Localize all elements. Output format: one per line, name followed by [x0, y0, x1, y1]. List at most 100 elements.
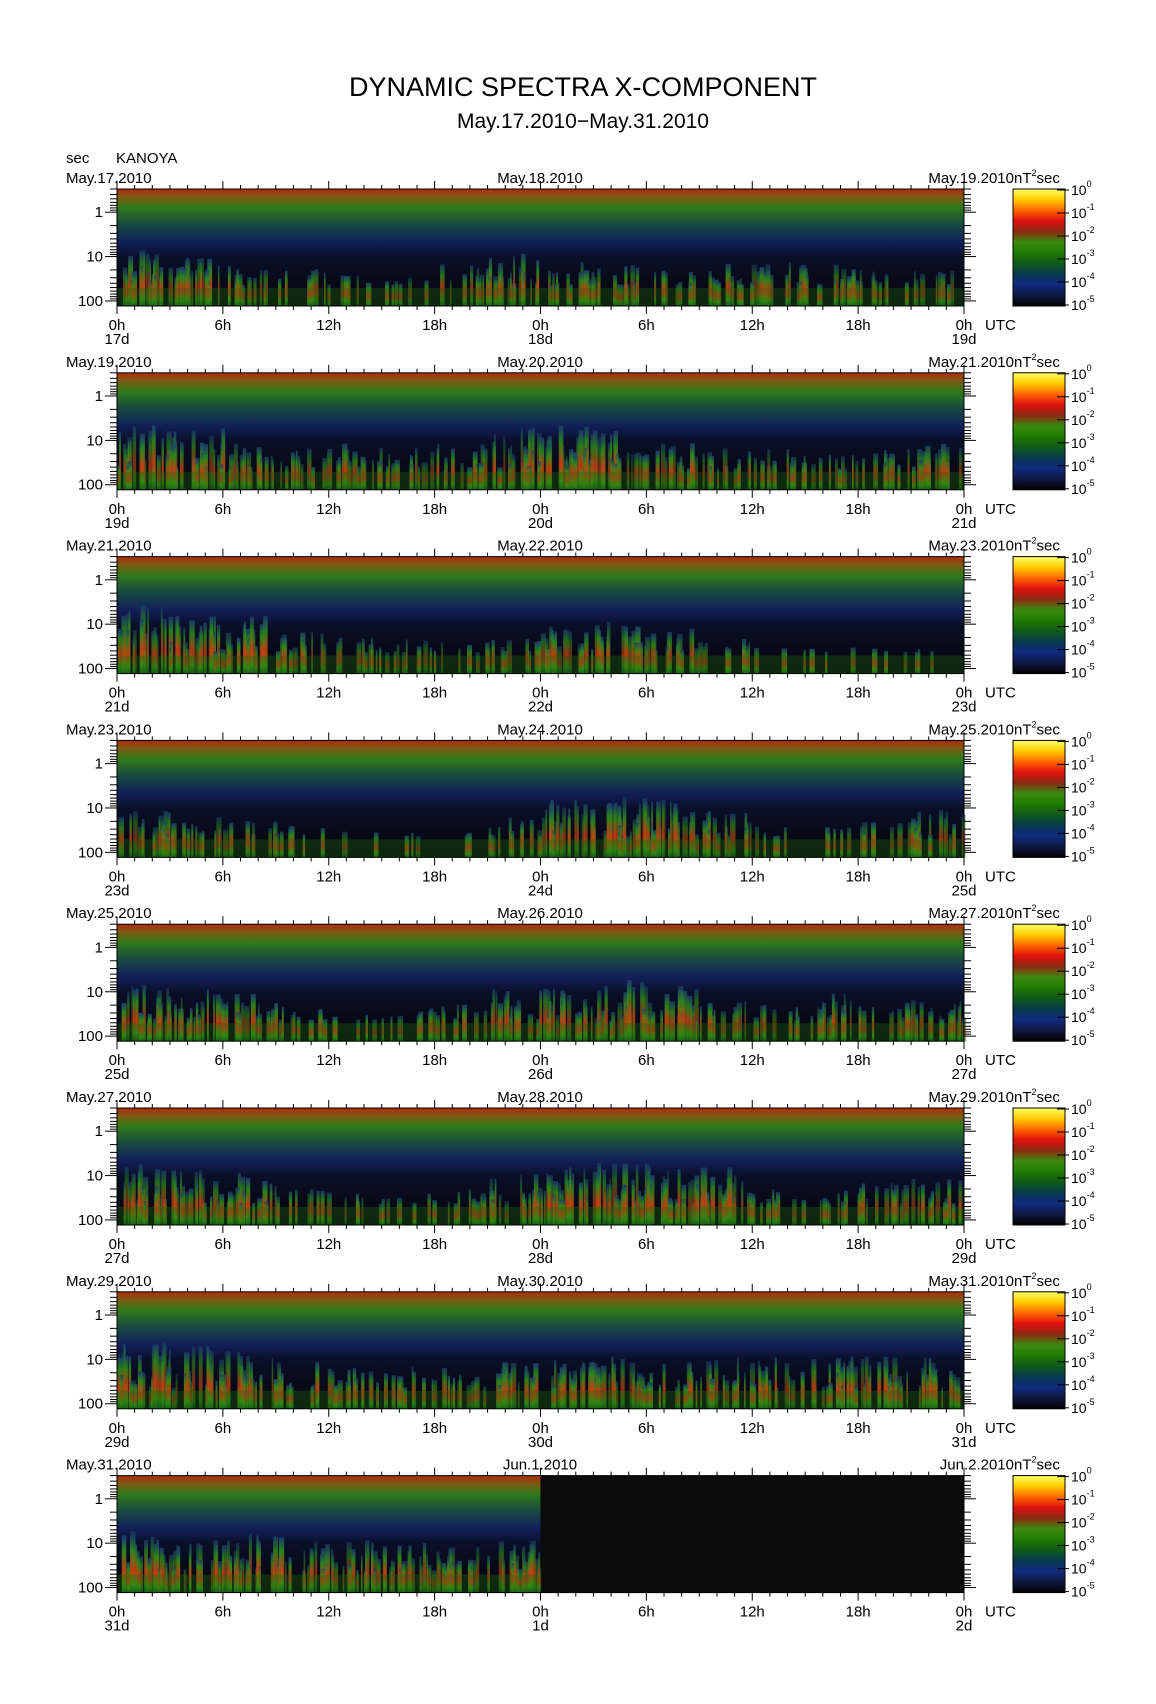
- x-tick-label: 12h: [740, 1420, 765, 1437]
- x-tick-label: 6h: [638, 1236, 655, 1253]
- x-tick-label: 0h: [956, 1236, 973, 1253]
- panel-7: May.29.2010 May.30.2010 May.31.2010 nT2sec 1…: [66, 1271, 1095, 1451]
- day-mid: 1d: [532, 1618, 549, 1635]
- colorbar-label: 10-2: [1071, 776, 1095, 795]
- x-tick-label: 0h: [532, 1420, 549, 1437]
- time-zone-label: UTC: [985, 868, 1016, 885]
- x-tick-label: 0h: [956, 868, 973, 885]
- x-tick-label: 12h: [316, 1420, 341, 1437]
- panel-3: May.21.2010 May.22.2010 May.23.2010 nT2sec 1…: [66, 536, 1095, 716]
- y-tick-label: 100: [78, 661, 103, 678]
- colorbar-label: 10-5: [1071, 1029, 1095, 1048]
- date-mid: May.18.2010: [497, 170, 583, 187]
- y-tick-label: 1: [95, 1491, 103, 1508]
- colorbar-label: 10-5: [1071, 478, 1095, 497]
- x-tick-label: 6h: [215, 1236, 232, 1253]
- colorbar-ticks: [1057, 373, 1069, 490]
- x-ticks: [116, 1283, 965, 1417]
- colorbar-label: 10-2: [1071, 1144, 1095, 1163]
- chart-subtitle: May.17.2010−May.31.2010: [457, 110, 709, 133]
- colorbar-label: 10-4: [1071, 455, 1095, 474]
- y-tick-label: 1: [95, 572, 103, 589]
- date-right: May.23.2010: [928, 538, 1014, 555]
- z-unit-label: nT2sec: [1014, 719, 1060, 738]
- day-mid: 20d: [528, 515, 553, 532]
- z-unit-label: nT2sec: [1014, 1455, 1060, 1474]
- day-left: 17d: [104, 331, 129, 348]
- colorbar: [1012, 188, 1066, 307]
- x-tick-label: 0h: [532, 317, 549, 334]
- x-ticks: [116, 1467, 965, 1601]
- long-period-band: [117, 1023, 964, 1042]
- day-mid: 22d: [528, 699, 553, 716]
- x-tick-label: 0h: [532, 868, 549, 885]
- time-zone-label: UTC: [985, 1604, 1016, 1621]
- y-tick-label: 100: [78, 844, 103, 861]
- activity-bursts: [118, 796, 966, 858]
- colorbar-label: 10-2: [1071, 960, 1095, 979]
- colorbar-label: 10-1: [1071, 570, 1095, 589]
- day-right: 2d: [956, 1618, 973, 1635]
- x-tick-label: 18h: [422, 1236, 447, 1253]
- x-tick-label: 6h: [638, 1052, 655, 1069]
- x-tick-label: 0h: [532, 501, 549, 518]
- x-tick-label: 18h: [846, 317, 871, 334]
- colorbar: [1012, 923, 1066, 1042]
- x-tick-label: 18h: [846, 685, 871, 702]
- activity-bursts: [117, 425, 963, 490]
- x-tick-label: 18h: [846, 1052, 871, 1069]
- panel-4: May.23.2010 May.24.2010 May.25.2010 nT2sec 1…: [66, 719, 1095, 899]
- colorbar-label: 10-3: [1071, 616, 1095, 635]
- colorbar-label: 10-2: [1071, 593, 1095, 612]
- colorbar-label: 10-2: [1071, 409, 1095, 428]
- x-ticks: [116, 548, 965, 682]
- y-ticks: [105, 188, 976, 302]
- x-tick-label: 0h: [532, 1236, 549, 1253]
- x-ticks: [116, 364, 965, 498]
- x-tick-label: 0h: [109, 685, 126, 702]
- time-zone-label: UTC: [985, 685, 1016, 702]
- date-right: Jun.2.2010: [940, 1457, 1014, 1474]
- x-tick-label: 0h: [109, 868, 126, 885]
- x-tick-label: 12h: [740, 1604, 765, 1621]
- date-left: May.27.2010: [66, 1089, 152, 1106]
- date-left: May.17.2010: [66, 170, 152, 187]
- x-tick-label: 0h: [956, 317, 973, 334]
- y-tick-label: 100: [78, 1028, 103, 1045]
- x-tick-label: 12h: [740, 1236, 765, 1253]
- x-tick-label: 18h: [846, 868, 871, 885]
- activity-bursts: [121, 980, 967, 1042]
- day-mid: 18d: [528, 331, 553, 348]
- y-unit-label: sec: [66, 150, 90, 167]
- panel-1: May.17.2010 May.18.2010 May.19.2010 nT2sec 1…: [66, 168, 1095, 348]
- x-tick-label: 0h: [532, 1604, 549, 1621]
- x-tick-label: 18h: [846, 1604, 871, 1621]
- x-tick-label: 6h: [215, 1604, 232, 1621]
- time-zone-label: UTC: [985, 1420, 1016, 1437]
- y-tick-label: 10: [86, 984, 103, 1001]
- colorbar-label: 10-3: [1071, 1167, 1095, 1186]
- colorbar-ticks: [1057, 557, 1069, 674]
- y-tick-label: 1: [95, 939, 103, 956]
- x-tick-label: 12h: [316, 1236, 341, 1253]
- x-tick-label: 0h: [109, 317, 126, 334]
- y-tick-label: 10: [86, 616, 103, 633]
- y-ticks: [105, 739, 976, 853]
- x-tick-label: 6h: [215, 1420, 232, 1437]
- colorbar-label: 10-4: [1071, 1558, 1095, 1577]
- long-period-band: [117, 1574, 541, 1593]
- x-tick-label: 12h: [316, 317, 341, 334]
- y-tick-label: 10: [86, 1168, 103, 1185]
- day-right: 25d: [951, 882, 976, 899]
- colorbar-ticks: [1057, 924, 1069, 1041]
- x-tick-label: 12h: [316, 1052, 341, 1069]
- x-tick-label: 0h: [109, 1052, 126, 1069]
- y-tick-label: 100: [78, 1580, 103, 1597]
- date-left: May.25.2010: [66, 905, 152, 922]
- colorbar-label: 10-1: [1071, 386, 1095, 405]
- colorbar-label: 10-2: [1071, 1512, 1095, 1531]
- date-right: May.19.2010: [928, 170, 1014, 187]
- day-mid: 28d: [528, 1250, 553, 1267]
- date-mid: May.28.2010: [497, 1089, 583, 1106]
- colorbar-label: 10-5: [1071, 1397, 1095, 1416]
